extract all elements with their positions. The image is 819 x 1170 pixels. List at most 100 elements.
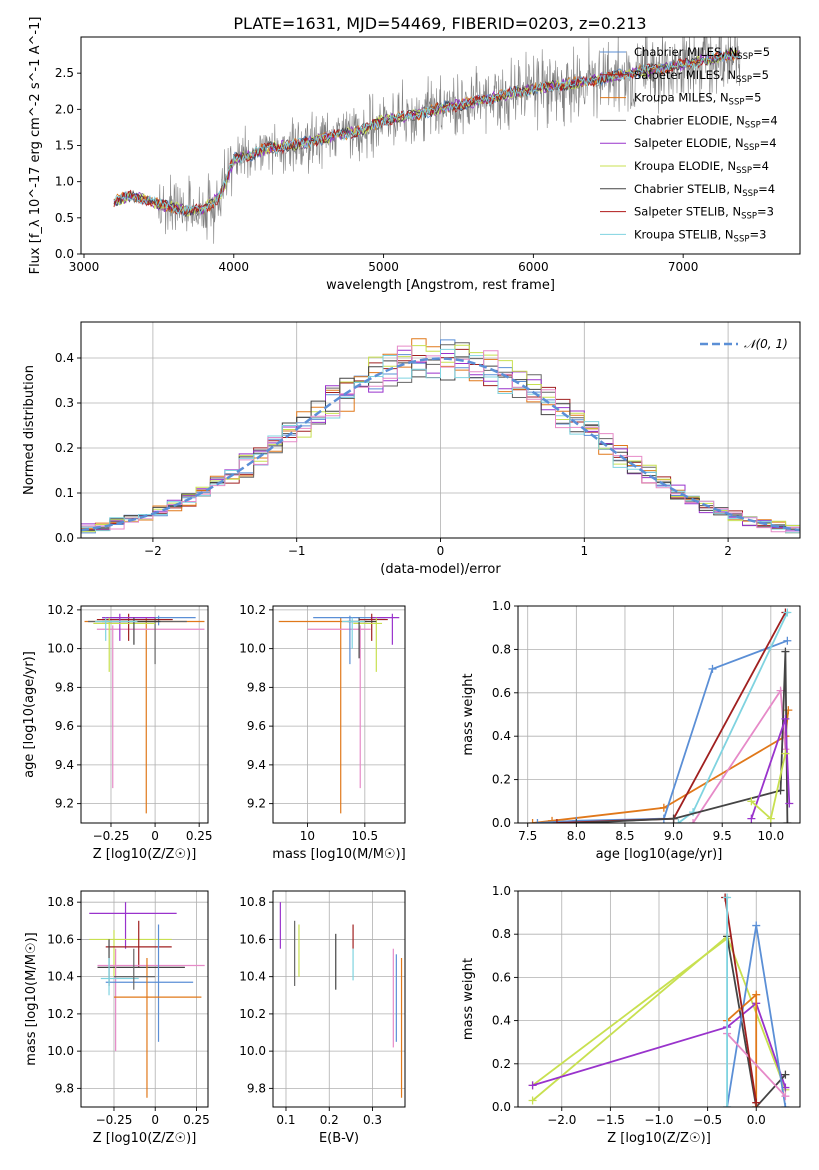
legend-label-sub: SSP bbox=[745, 120, 761, 130]
y-axis-label: Normed distribution bbox=[22, 365, 37, 495]
weight-marker bbox=[783, 608, 792, 617]
panel-residuals: −2 −1 0 1 2 0.0 0.1 0.2 0.3 0.4 (data-model)/error… bbox=[22, 321, 801, 577]
y-tick-label: 0.4 bbox=[492, 729, 511, 743]
y-tick-label: 1.0 bbox=[492, 599, 511, 613]
axes-frame-group: −0.25 0 0.25 9.8 10.0 10.2 10.4 10.6 10.8 Z [log1… bbox=[24, 890, 210, 1146]
x-tick-label: −1 bbox=[288, 544, 306, 558]
x-tick-label: −0.25 bbox=[93, 829, 130, 843]
panel-age_vs_mass: 10 10.5 9.2 9.4 9.6 9.8 10.0 10.2 mass [log10(M/… bbox=[239, 603, 405, 862]
y-tick-label: 0.0 bbox=[55, 247, 74, 261]
legend-label-main: Salpeter ELODIE, N bbox=[634, 136, 744, 150]
legend-label-main: Chabrier ELODIE, N bbox=[634, 113, 745, 127]
legend-label-sub: SSP bbox=[744, 143, 760, 153]
legend-label-tail: =4 bbox=[761, 113, 778, 127]
legend-label-tail: =5 bbox=[752, 68, 769, 82]
plot-area bbox=[279, 902, 403, 1098]
x-tick-label: 10 bbox=[300, 829, 315, 843]
axes-frame bbox=[272, 890, 406, 1108]
weight-marker bbox=[723, 893, 732, 902]
legend-label-tail: =4 bbox=[758, 182, 775, 196]
legend-label-sub: SSP bbox=[736, 75, 752, 85]
x-tick-label: −2.0 bbox=[547, 1113, 576, 1127]
x-axis-label: E(B-V) bbox=[319, 1131, 359, 1146]
weight-marker bbox=[528, 1096, 537, 1105]
plot-area bbox=[84, 613, 205, 814]
y-tick-label: 10.2 bbox=[47, 1007, 74, 1021]
legend-label-sub: SSP bbox=[741, 212, 757, 222]
y-tick-label: 0.6 bbox=[492, 970, 511, 984]
weight-marker bbox=[528, 819, 537, 823]
y-tick-label: 0.6 bbox=[492, 686, 511, 700]
y-tick-label: 1.0 bbox=[492, 884, 511, 898]
panel-mass_vs_ebv: 0.1 0.2 0.3 9.8 10.0 10.2 10.4 10.6 10.8 E(B-V) bbox=[239, 890, 406, 1146]
legend-label: Kroupa MILES, NSSP=5 bbox=[634, 91, 761, 108]
x-tick-label: 0.1 bbox=[276, 1113, 295, 1127]
x-tick-label: 3000 bbox=[69, 260, 100, 274]
legend-label-sub: SSP bbox=[737, 52, 753, 62]
axes-frame-group: −0.25 0 0.25 9.2 9.4 9.6 9.8 10.0 10.2 Z [log10(Z… bbox=[22, 603, 213, 862]
weight-line bbox=[726, 1032, 787, 1097]
y-tick-label: 0.3 bbox=[55, 396, 74, 410]
panel-age_vs_Z: −0.25 0 0.25 9.2 9.4 9.6 9.8 10.0 10.2 Z [log10(Z… bbox=[22, 603, 213, 862]
x-tick-label: −1.5 bbox=[596, 1113, 625, 1127]
y-tick-label: 9.4 bbox=[55, 758, 74, 772]
x-tick-label: 5000 bbox=[368, 260, 399, 274]
x-tick-label: 0.25 bbox=[186, 829, 213, 843]
y-tick-label: 9.2 bbox=[247, 797, 266, 811]
weight-marker bbox=[533, 819, 542, 823]
axes-frame bbox=[517, 605, 801, 824]
axes-frame-group: 10 10.5 9.2 9.4 9.6 9.8 10.0 10.2 mass [log10(M/… bbox=[239, 603, 405, 862]
x-tick-label: 0 bbox=[151, 1113, 159, 1127]
axes-frame bbox=[80, 890, 209, 1108]
x-tick-label: 2 bbox=[724, 544, 732, 558]
legend-label-sub: SSP bbox=[742, 189, 758, 199]
y-axis-label: mass weight bbox=[461, 673, 476, 755]
y-tick-label: 10.6 bbox=[47, 932, 74, 946]
x-tick-label: 8.0 bbox=[567, 829, 586, 843]
y-tick-label: 0.8 bbox=[492, 927, 511, 941]
y-tick-label: 10.4 bbox=[239, 970, 266, 984]
legend-label-main: Chabrier MILES, N bbox=[634, 45, 737, 59]
axes-frame-group: 7.5 8.0 8.5 9.0 9.5 10.0 0.0 0.2 0.4 0.6 0.8 1.0 age… bbox=[461, 599, 801, 862]
legend-label-main: Kroupa MILES, N bbox=[634, 91, 729, 105]
x-tick-label: −0.5 bbox=[693, 1113, 722, 1127]
x-tick-label: 0.3 bbox=[363, 1113, 382, 1127]
y-tick-label: 0.0 bbox=[492, 816, 511, 830]
weight-marker bbox=[783, 819, 792, 823]
x-tick-label: 8.5 bbox=[615, 829, 634, 843]
x-tick-label: 0.0 bbox=[747, 1113, 766, 1127]
y-tick-label: 0.2 bbox=[492, 773, 511, 787]
x-tick-label: 7.5 bbox=[518, 829, 537, 843]
y-tick-label: 10.0 bbox=[47, 642, 74, 656]
y-tick-label: 10.4 bbox=[47, 970, 74, 984]
panel-weight_vs_age: 7.5 8.0 8.5 9.0 9.5 10.0 0.0 0.2 0.4 0.6 0.8 1.0 age… bbox=[461, 599, 801, 862]
legend-label: Kroupa ELODIE, NSSP=4 bbox=[634, 159, 769, 176]
y-tick-label: 10.2 bbox=[239, 1007, 266, 1021]
legend-label-tail: =4 bbox=[752, 159, 769, 173]
x-tick-label: 0.2 bbox=[320, 1113, 339, 1127]
x-tick-label: 0 bbox=[151, 829, 159, 843]
weight-marker bbox=[781, 714, 790, 723]
x-tick-label: 0 bbox=[437, 544, 445, 558]
y-tick-label: 10.0 bbox=[239, 1044, 266, 1058]
x-axis-label: mass [log10(M/M☉)] bbox=[272, 847, 405, 862]
weight-marker bbox=[781, 647, 790, 656]
y-tick-label: 0.1 bbox=[55, 486, 74, 500]
panels: 3000 4000 5000 6000 7000 0.0 0.5 1.0 1.5 2.0 2.5 wa… bbox=[22, 17, 801, 1146]
y-tick-label: 0.0 bbox=[492, 1100, 511, 1114]
y-tick-label: 0.2 bbox=[492, 1057, 511, 1071]
y-axis-label: mass [log10(M/M☉)] bbox=[24, 932, 39, 1065]
weight-marker bbox=[572, 819, 581, 823]
y-tick-label: 10.8 bbox=[47, 895, 74, 909]
y-tick-label: 9.8 bbox=[55, 1081, 74, 1095]
weight-marker bbox=[781, 1070, 790, 1079]
legend-label-tail: =5 bbox=[744, 91, 761, 105]
plot-area bbox=[528, 608, 794, 823]
x-tick-label: −2 bbox=[144, 544, 162, 558]
x-tick-label: 9.0 bbox=[664, 829, 683, 843]
y-tick-label: 9.8 bbox=[247, 1081, 266, 1095]
weight-marker bbox=[747, 797, 756, 806]
weight-marker bbox=[752, 1098, 761, 1107]
y-axis-label: age [log10(age/yr)] bbox=[22, 651, 37, 778]
